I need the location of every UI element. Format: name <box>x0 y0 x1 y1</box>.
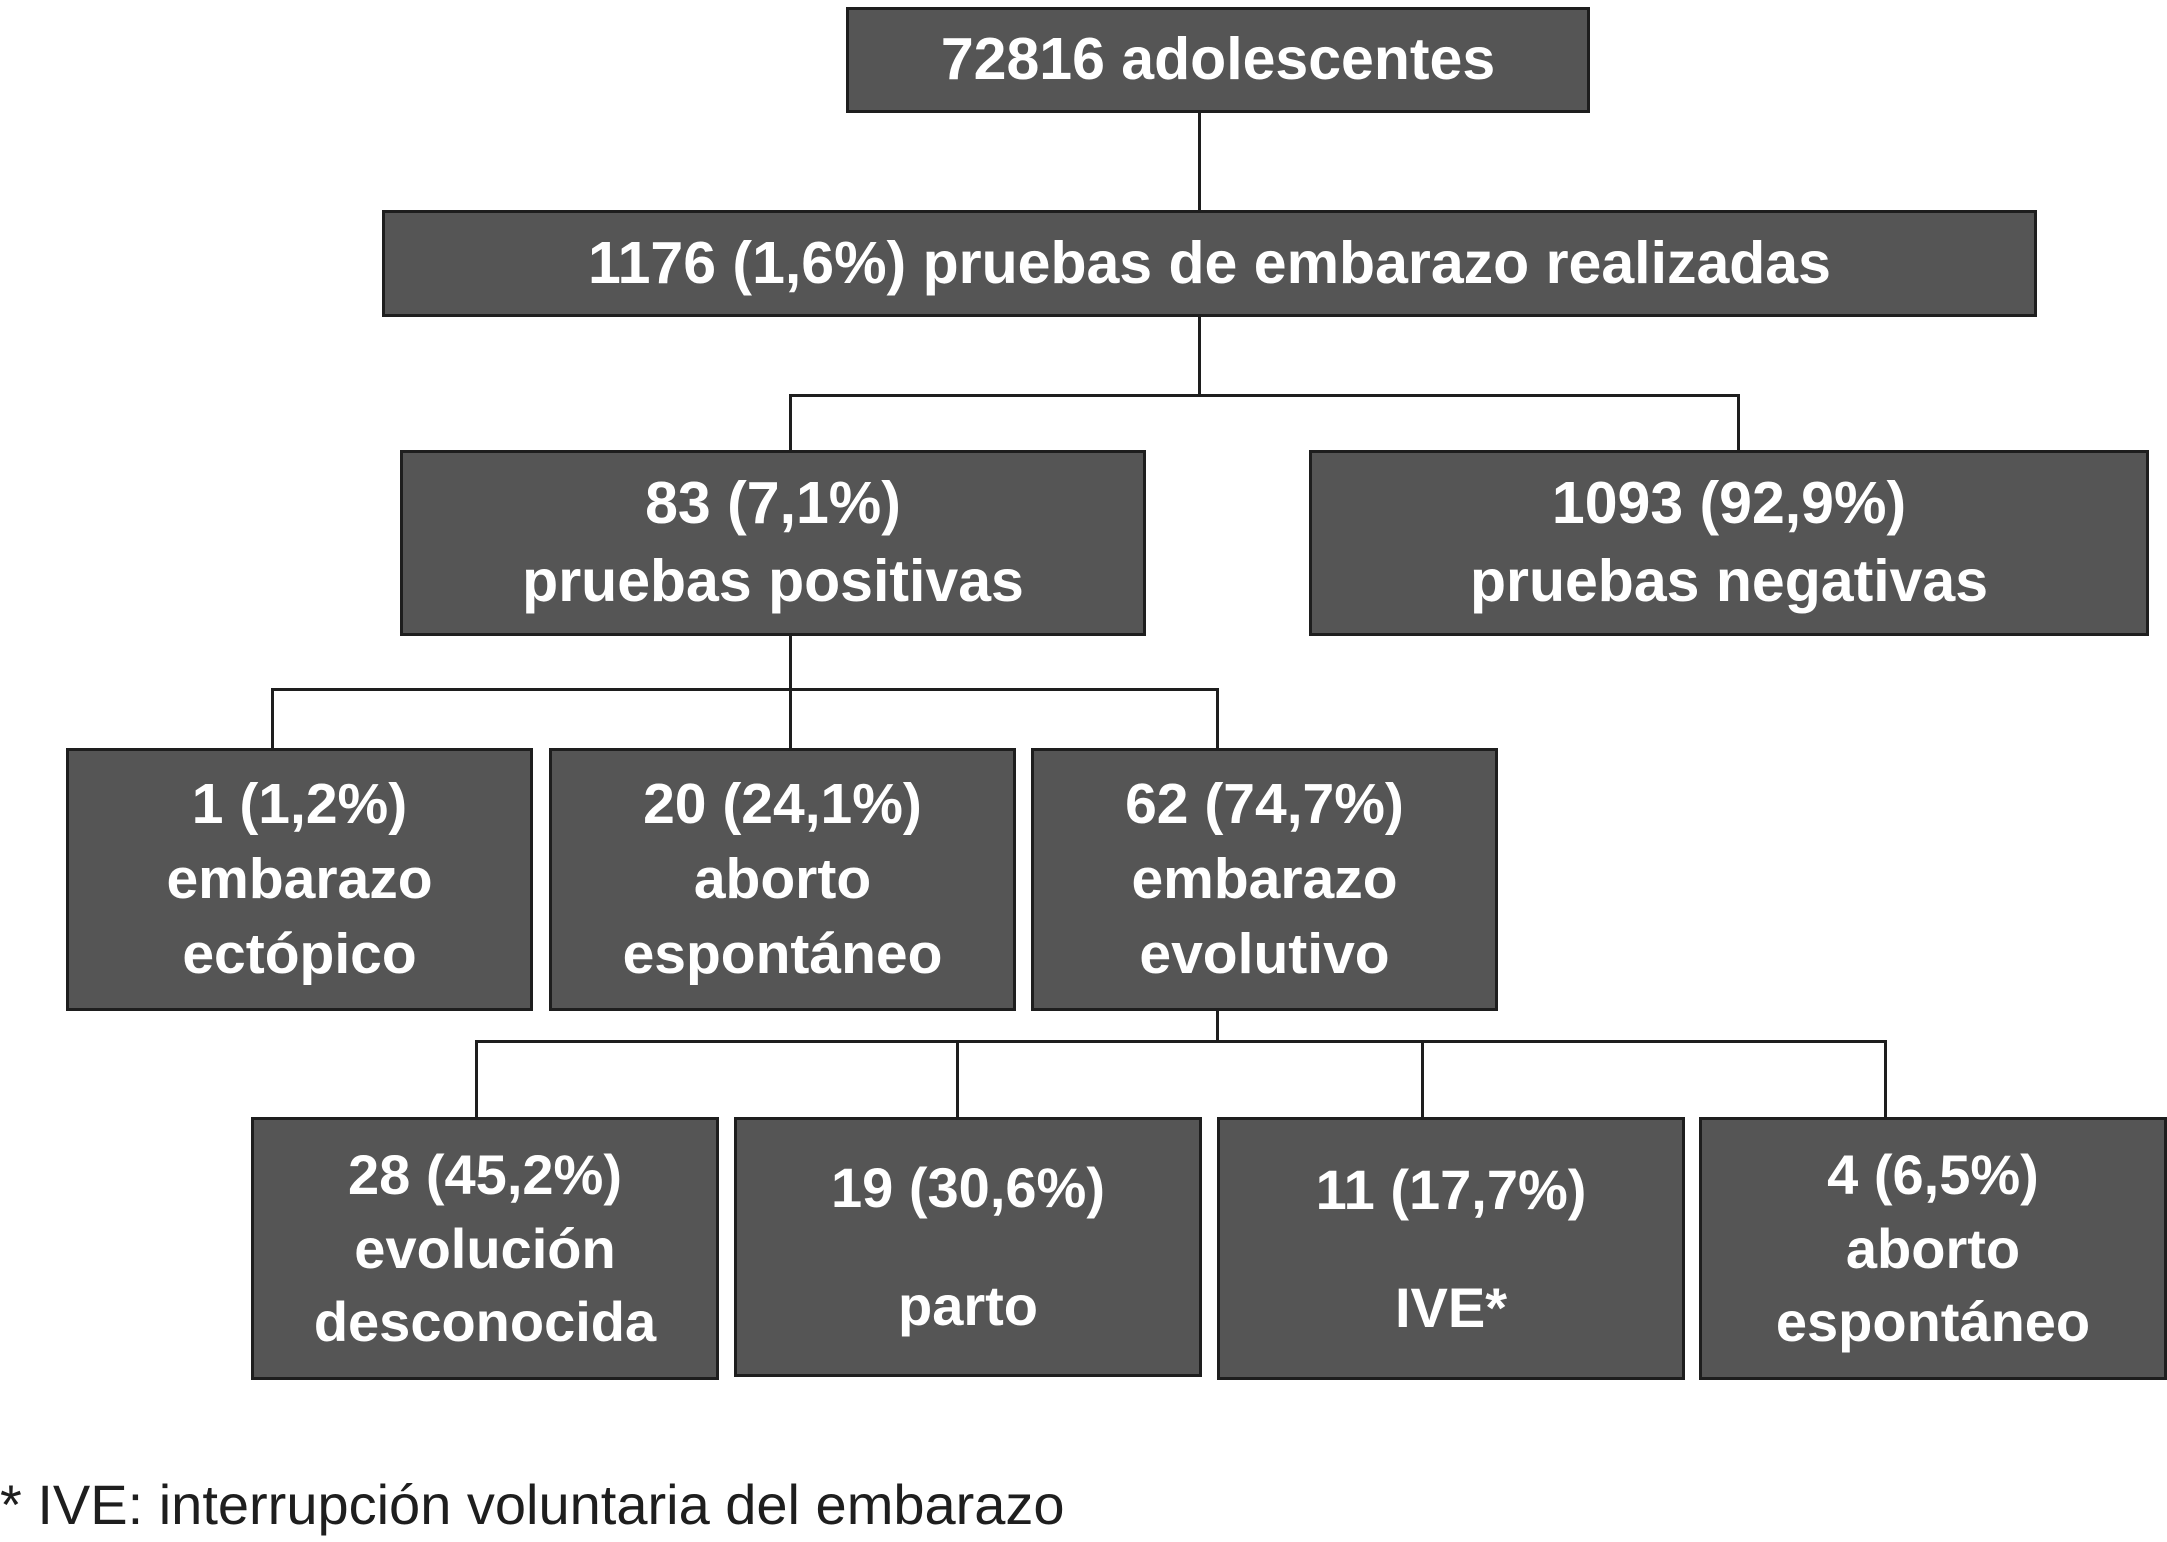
node-label: embarazo <box>166 846 433 911</box>
node-late-spontaneous-abortion: 4 (6,5%) aborto espontáneo <box>1699 1117 2167 1380</box>
connector-positive-split <box>789 636 792 690</box>
node-label: desconocida <box>313 1290 657 1354</box>
connector-to-ectopic <box>271 688 274 750</box>
node-label: espontáneo <box>622 922 943 987</box>
node-ectopic-pregnancy: 1 (1,2%) embarazo ectópico <box>66 748 533 1011</box>
node-label: 72816 adolescentes <box>940 26 1496 93</box>
connector-to-spont-abortion <box>789 688 792 750</box>
node-label: pruebas negativas <box>1469 548 1989 614</box>
node-label: parto <box>898 1274 1038 1337</box>
node-tests-performed: 1176 (1,6%) pruebas de embarazo realizad… <box>382 210 2037 317</box>
node-label: pruebas positivas <box>522 548 1024 614</box>
node-birth: 19 (30,6%) parto <box>734 1117 1202 1377</box>
node-label: IVE* <box>1394 1275 1508 1339</box>
connector-level2-bar <box>789 394 1740 397</box>
node-count: 1093 (92,9%) <box>1551 470 1907 537</box>
node-evolving-pregnancy: 62 (74,7%) embarazo evolutivo <box>1031 748 1498 1011</box>
node-count: 20 (24,1%) <box>643 771 922 836</box>
connector-to-unknown <box>475 1040 478 1118</box>
node-label: espontáneo <box>1775 1290 2091 1354</box>
connector-tests-split <box>1198 317 1201 395</box>
node-positive-tests: 83 (7,1%) pruebas positivas <box>400 450 1146 636</box>
node-label: evolutivo <box>1139 922 1390 987</box>
node-spontaneous-abortion: 20 (24,1%) aborto espontáneo <box>549 748 1016 1011</box>
connector-level3-bar <box>271 688 1219 691</box>
node-count: 1 (1,2%) <box>191 771 408 836</box>
connector-to-negative <box>1737 394 1740 450</box>
node-count: 62 (74,7%) <box>1125 771 1404 836</box>
node-total-adolescents: 72816 adolescentes <box>846 7 1590 113</box>
connector-to-ive <box>1421 1040 1424 1118</box>
connector-to-late-abortion <box>1884 1040 1887 1118</box>
connector-evolving-split <box>1216 1011 1219 1041</box>
node-count: 28 (45,2%) <box>348 1142 622 1206</box>
connector-to-evolving <box>1216 688 1219 750</box>
node-label: 1176 (1,6%) pruebas de embarazo realizad… <box>588 229 1831 296</box>
node-label: ectópico <box>182 922 417 987</box>
footnote: * IVE: interrupción voluntaria del embar… <box>0 1473 1065 1536</box>
node-count: 11 (17,7%) <box>1315 1157 1587 1221</box>
node-negative-tests: 1093 (92,9%) pruebas negativas <box>1309 450 2149 636</box>
connector-to-birth <box>956 1040 959 1118</box>
connector-root-tests <box>1198 112 1201 210</box>
node-label: evolución <box>354 1216 616 1280</box>
node-label: aborto <box>1845 1216 2021 1280</box>
node-count: 4 (6,5%) <box>1827 1142 2039 1206</box>
node-voluntary-termination: 11 (17,7%) IVE* <box>1217 1117 1685 1380</box>
connector-level4-bar <box>475 1040 1887 1043</box>
node-label: embarazo <box>1131 846 1398 911</box>
node-unknown-outcome: 28 (45,2%) evolución desconocida <box>251 1117 719 1380</box>
node-count: 83 (7,1%) <box>645 470 901 537</box>
connector-to-positive <box>789 394 792 450</box>
node-label: aborto <box>693 846 872 911</box>
node-count: 19 (30,6%) <box>831 1156 1105 1220</box>
